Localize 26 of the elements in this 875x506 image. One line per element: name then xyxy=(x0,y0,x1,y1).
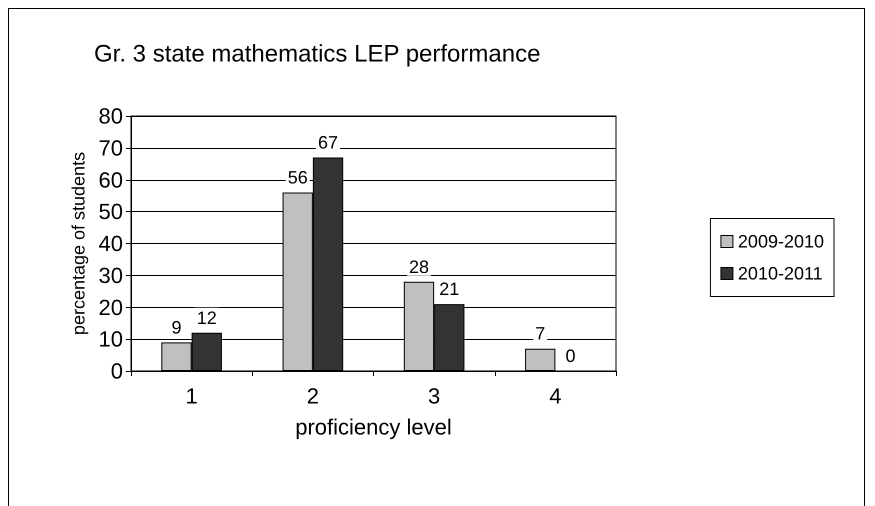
y-tick-label: 80 xyxy=(98,104,123,128)
data-label: 0 xyxy=(566,346,576,366)
data-label: 7 xyxy=(535,324,546,344)
legend-label: 2009-2010 xyxy=(738,232,824,252)
chart-title: Gr. 3 state mathematics LEP performance xyxy=(94,40,540,68)
data-label: 67 xyxy=(318,132,338,152)
legend-label: 2010-2011 xyxy=(738,264,823,284)
y-tick-label: 0 xyxy=(110,358,123,384)
y-tick-label: 10 xyxy=(98,326,123,352)
y-tick-label: 30 xyxy=(98,262,123,288)
data-label: 9 xyxy=(171,317,182,338)
y-tick-label: 20 xyxy=(98,294,123,320)
data-label: 21 xyxy=(439,279,460,300)
data-label: 28 xyxy=(408,256,429,277)
x-tick-label: 1 xyxy=(186,384,198,408)
y-tick-label: 60 xyxy=(98,167,123,192)
data-label: 12 xyxy=(196,308,217,328)
y-tick-label: 50 xyxy=(98,199,123,224)
data-label: 56 xyxy=(288,168,308,188)
x-tick-label: 3 xyxy=(428,384,440,408)
x-axis-title: proficiency level xyxy=(295,414,452,440)
x-tick-label: 2 xyxy=(306,384,319,408)
y-axis-title: percentage of students xyxy=(68,152,89,336)
y-tick-label: 70 xyxy=(98,135,123,160)
y-tick-label: 40 xyxy=(98,231,123,256)
x-tick-label: 4 xyxy=(549,384,562,408)
